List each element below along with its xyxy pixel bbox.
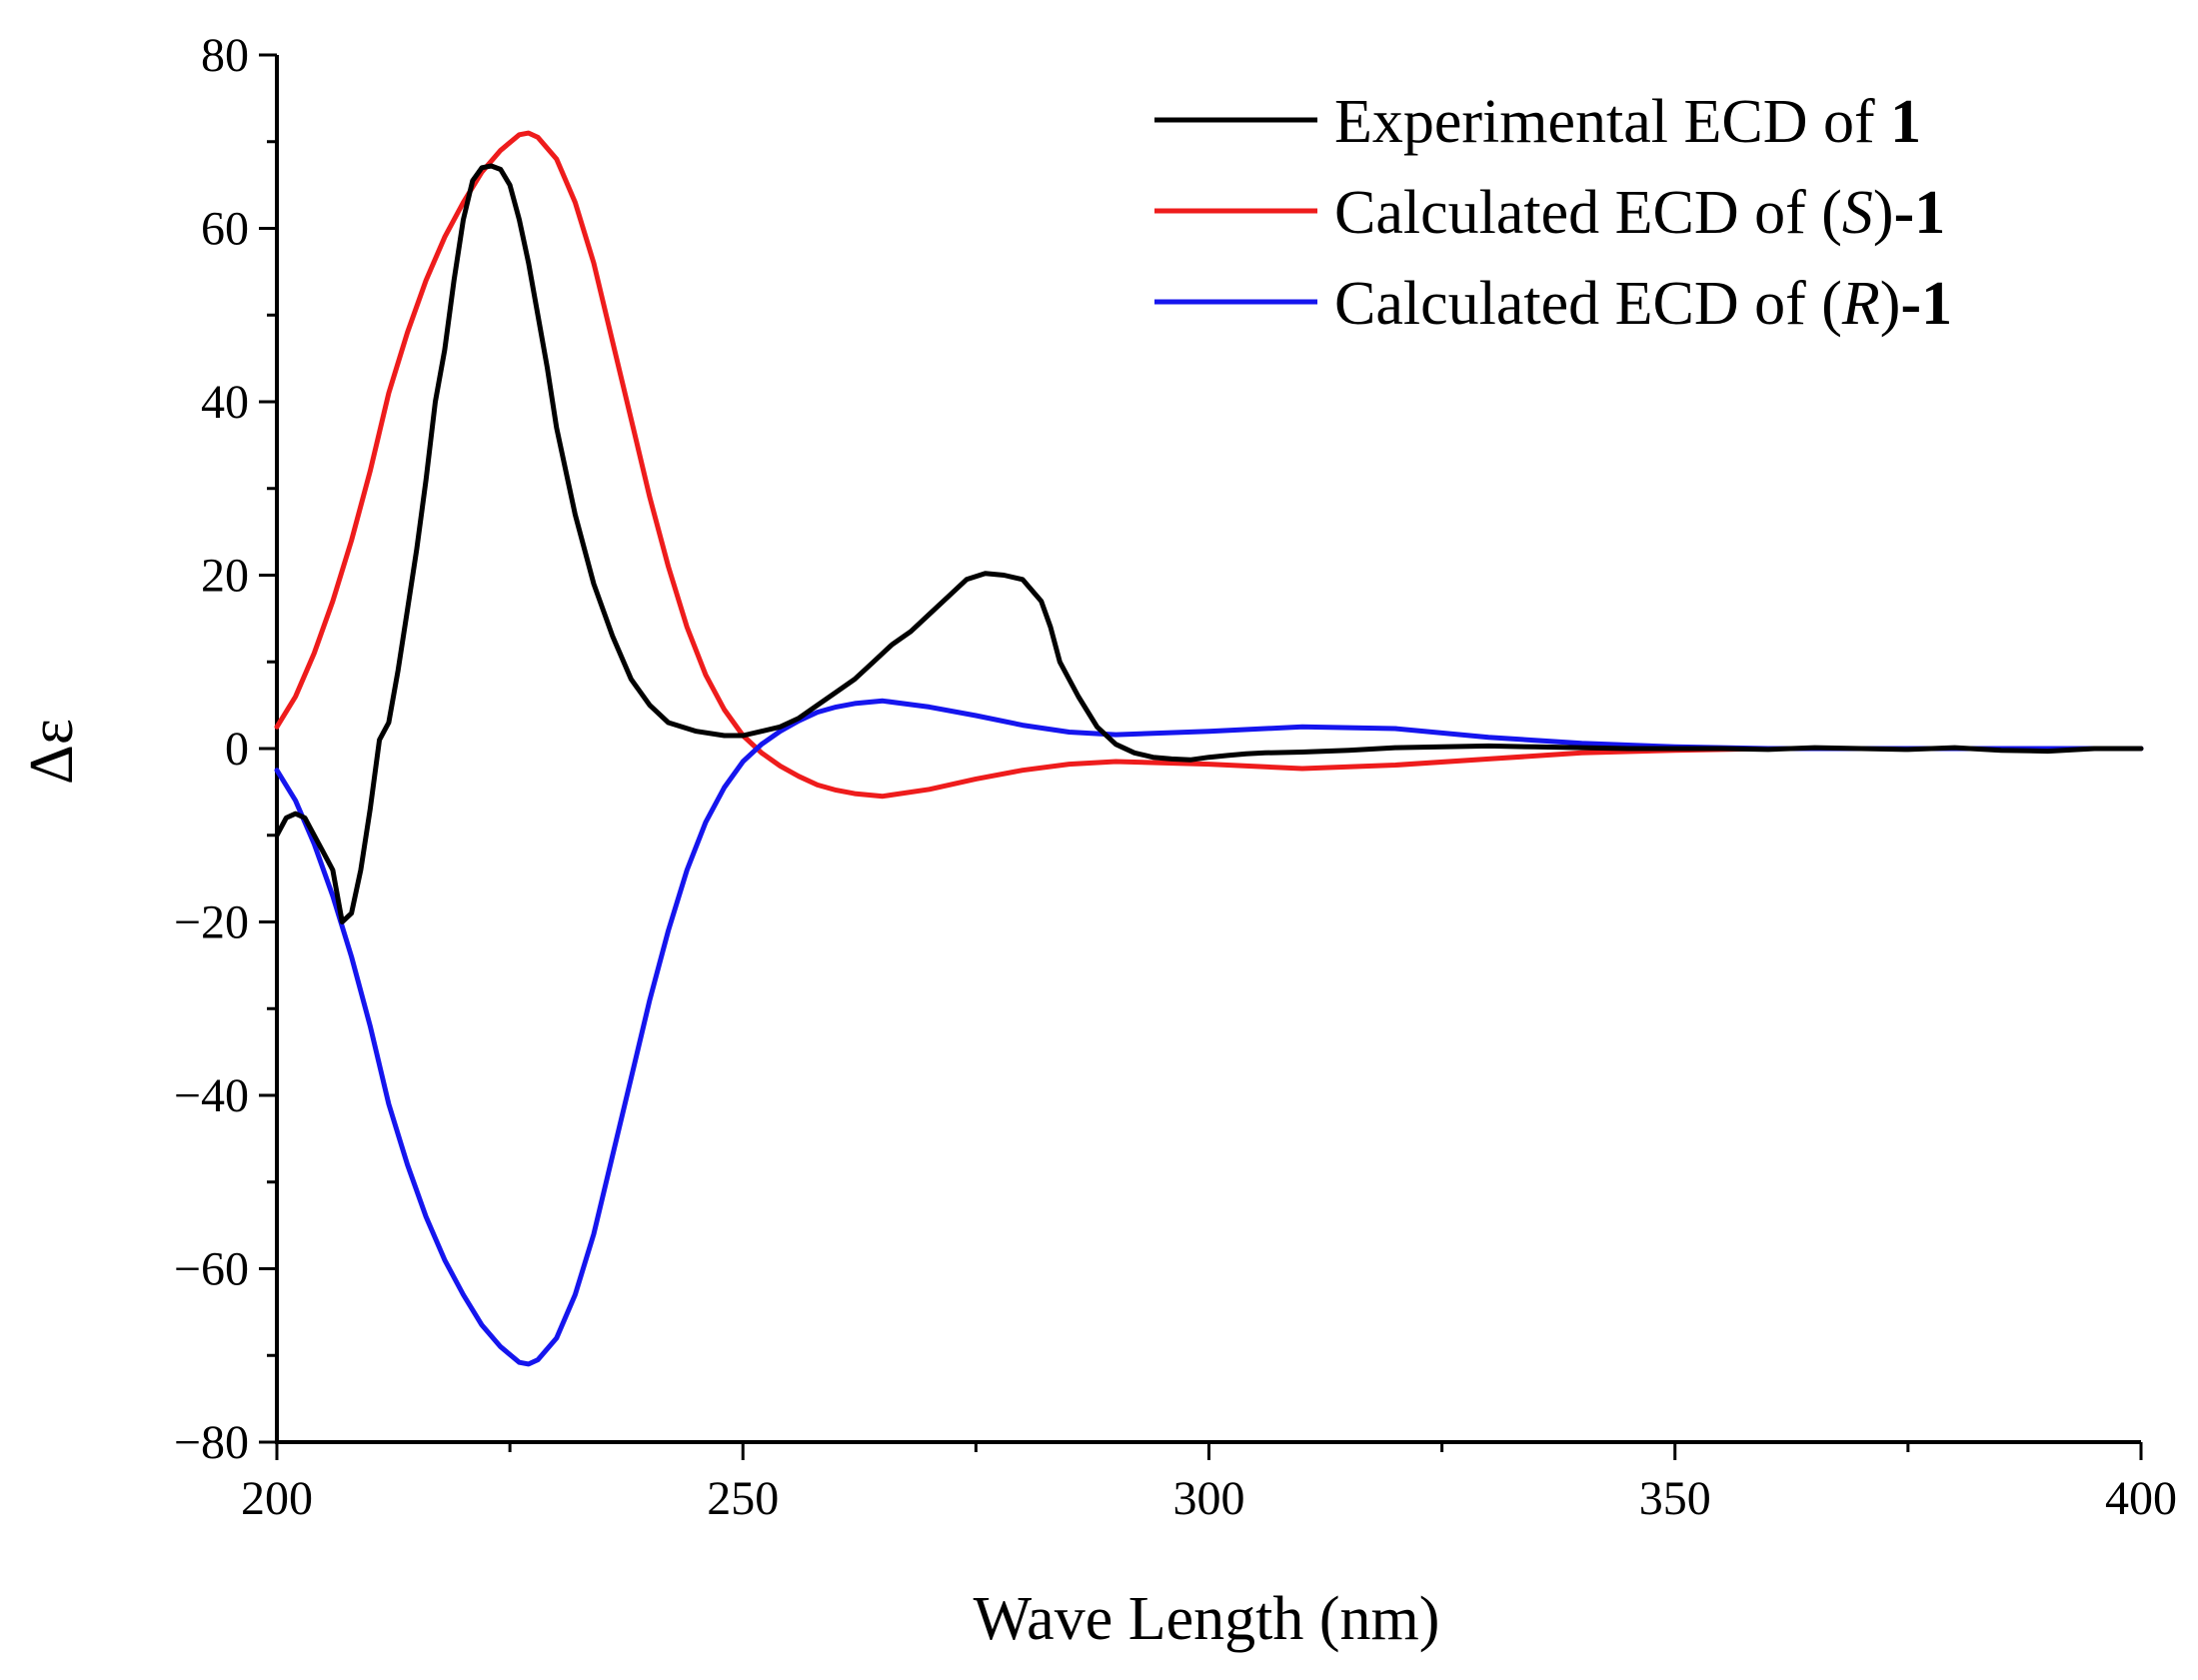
- y-tick-label: −20: [174, 896, 249, 949]
- y-tick-label: −60: [174, 1243, 249, 1296]
- y-tick-label: 40: [201, 376, 249, 429]
- series-line-1: [274, 163, 2144, 924]
- x-tick-label: 250: [707, 1472, 779, 1525]
- x-axis-title: Wave Length (nm): [974, 1585, 1440, 1653]
- x-tick-label: 300: [1173, 1472, 1245, 1525]
- x-tick-label: 200: [241, 1472, 313, 1525]
- series-layer: [274, 130, 2144, 1367]
- y-axis-title: Δε: [18, 719, 86, 785]
- legend-label: Calculated ECD of (R)-1: [1334, 270, 1952, 338]
- axes: −80 −60 −40 −20 0 20 40 60 80 200 250 300 350 400: [174, 29, 2177, 1525]
- y-tick-label: −80: [174, 1416, 249, 1469]
- legend-label: Calculated ECD of (S)-1: [1334, 179, 1945, 247]
- legend-label: Experimental ECD of 1: [1334, 88, 1921, 156]
- y-tick-label: 0: [225, 723, 249, 776]
- series-line-2: [274, 130, 2144, 800]
- y-tick-label: 20: [201, 550, 249, 603]
- legend: Experimental ECD of 1 Calculated ECD of (…: [1154, 88, 1952, 338]
- y-tick-label: 80: [201, 29, 249, 82]
- y-tick-label: 60: [201, 203, 249, 256]
- y-tick-label: −40: [174, 1069, 249, 1122]
- x-tick-label: 400: [2105, 1472, 2177, 1525]
- series-line-3: [274, 698, 2144, 1367]
- x-tick-label: 350: [1639, 1472, 1711, 1525]
